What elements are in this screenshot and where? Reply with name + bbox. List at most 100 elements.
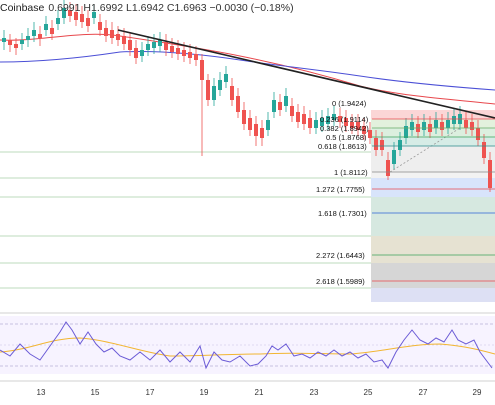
- candle-body: [362, 126, 366, 134]
- candle-body: [236, 96, 240, 112]
- candle-body: [464, 120, 468, 128]
- candle-body: [2, 38, 6, 42]
- candle-body: [140, 50, 144, 56]
- candle-body: [386, 160, 390, 176]
- candle-body: [404, 126, 408, 138]
- candle-body: [212, 86, 216, 100]
- candle-body: [398, 140, 402, 150]
- candle-body: [374, 138, 378, 150]
- candle-body: [332, 114, 336, 120]
- candle-body: [152, 42, 156, 48]
- candle-body: [188, 52, 192, 58]
- candle-body: [92, 12, 96, 18]
- candle-body: [38, 34, 42, 38]
- fib-zone: [371, 172, 495, 178]
- candle-body: [452, 116, 456, 124]
- candle-body: [32, 30, 36, 36]
- candle-body: [98, 22, 102, 30]
- fib-zone: [371, 137, 495, 146]
- fib-zone: [371, 146, 495, 172]
- candle-body: [164, 42, 168, 50]
- exchange-source: Coinbase: [0, 2, 45, 14]
- candle-body: [74, 12, 78, 20]
- candle-body: [314, 120, 318, 128]
- candle-body: [44, 24, 48, 30]
- candle-body: [194, 54, 198, 60]
- candle-body: [158, 40, 162, 46]
- fib-label: 0.5 (1.8768): [326, 133, 367, 142]
- candle-body: [248, 118, 252, 130]
- ohlc-readout: 0.6991 H1.6992 L1.6942 C1.6963 −0.0030 (…: [48, 2, 294, 14]
- candle-body: [308, 118, 312, 128]
- fib-label: 0.236 (1.9114): [320, 115, 369, 124]
- header-bar: Coinbase 0.6991 H1.6992 L1.6942 C1.6963 −…: [0, 2, 294, 14]
- candle-body: [230, 86, 234, 100]
- candle-body: [62, 8, 66, 18]
- x-axis-label: 21: [255, 388, 264, 397]
- fib-label: 1.618 (1.7301): [318, 209, 367, 218]
- candle-body: [116, 34, 120, 40]
- candle-body: [86, 18, 90, 26]
- candle-body: [80, 14, 84, 22]
- candle-body: [368, 130, 372, 138]
- candle-body: [134, 48, 138, 58]
- candle-body: [434, 120, 438, 128]
- x-axis-label: 19: [200, 388, 209, 397]
- candle-body: [104, 28, 108, 36]
- x-axis-label: 23: [310, 388, 319, 397]
- candle-body: [254, 124, 258, 136]
- candle-body: [422, 122, 426, 130]
- candle-body: [284, 96, 288, 106]
- candle-body: [344, 118, 348, 126]
- candle-body: [326, 116, 330, 124]
- fib-zone: [371, 178, 495, 197]
- candle-body: [170, 46, 174, 52]
- candle-body: [470, 122, 474, 130]
- fib-zone: [371, 263, 495, 288]
- fib-zone: [371, 110, 495, 119]
- candle-body: [200, 60, 204, 80]
- moving-average-red: [0, 33, 495, 105]
- fib-zone: [371, 128, 495, 137]
- fib-labels: 0 (1.9424)0.236 (1.9114)0.382 (1.8942)0.…: [316, 99, 495, 286]
- candle-body: [380, 140, 384, 150]
- candle-body: [206, 80, 210, 100]
- candle-body: [56, 18, 60, 24]
- candle-body: [476, 128, 480, 140]
- x-axis-label: 13: [37, 388, 46, 397]
- candle-body: [446, 120, 450, 128]
- candle-body: [20, 40, 24, 44]
- fib-zone: [371, 197, 495, 236]
- candle-body: [266, 120, 270, 130]
- candle-body: [302, 114, 306, 124]
- candle-body: [482, 142, 486, 158]
- candle-body: [14, 44, 18, 48]
- candle-body: [290, 106, 294, 116]
- fib-label: 2.272 (1.6443): [316, 251, 365, 260]
- rsi-signal-line: [0, 337, 495, 357]
- rsi-line: [0, 321, 493, 370]
- trendline[interactable]: [117, 29, 495, 119]
- fib-label: 0.618 (1.8613): [318, 142, 367, 151]
- candle-body: [356, 122, 360, 130]
- x-axis-label: 25: [364, 388, 373, 397]
- moving-average-blue: [0, 50, 495, 91]
- fib-label: 2.618 (1.5989): [316, 277, 365, 286]
- x-axis-label: 29: [473, 388, 482, 397]
- candle-body: [260, 128, 264, 138]
- candle-body: [278, 102, 282, 110]
- fib-label: 0 (1.9424): [332, 99, 367, 108]
- candle-body: [488, 160, 492, 188]
- fib-label: 1.272 (1.7755): [316, 185, 365, 194]
- candle-body: [146, 44, 150, 50]
- candle-body: [272, 100, 276, 112]
- candle-body: [176, 48, 180, 54]
- candle-body: [338, 116, 342, 122]
- candle-body: [440, 122, 444, 130]
- x-axis-label: 15: [91, 388, 100, 397]
- fib-connector-dashed: [389, 127, 461, 173]
- fib-zone: [371, 236, 495, 263]
- candle-body: [68, 10, 72, 16]
